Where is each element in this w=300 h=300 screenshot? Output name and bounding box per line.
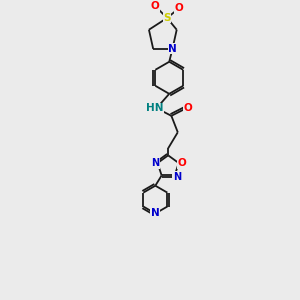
Text: N: N [168, 44, 177, 54]
Text: HN: HN [146, 103, 163, 113]
Text: O: O [151, 1, 160, 11]
Text: N: N [151, 158, 159, 168]
Text: O: O [175, 3, 183, 14]
Text: N: N [151, 208, 160, 218]
Text: O: O [183, 103, 192, 113]
Text: S: S [163, 13, 171, 23]
Text: O: O [178, 158, 186, 168]
Text: N: N [173, 172, 181, 182]
